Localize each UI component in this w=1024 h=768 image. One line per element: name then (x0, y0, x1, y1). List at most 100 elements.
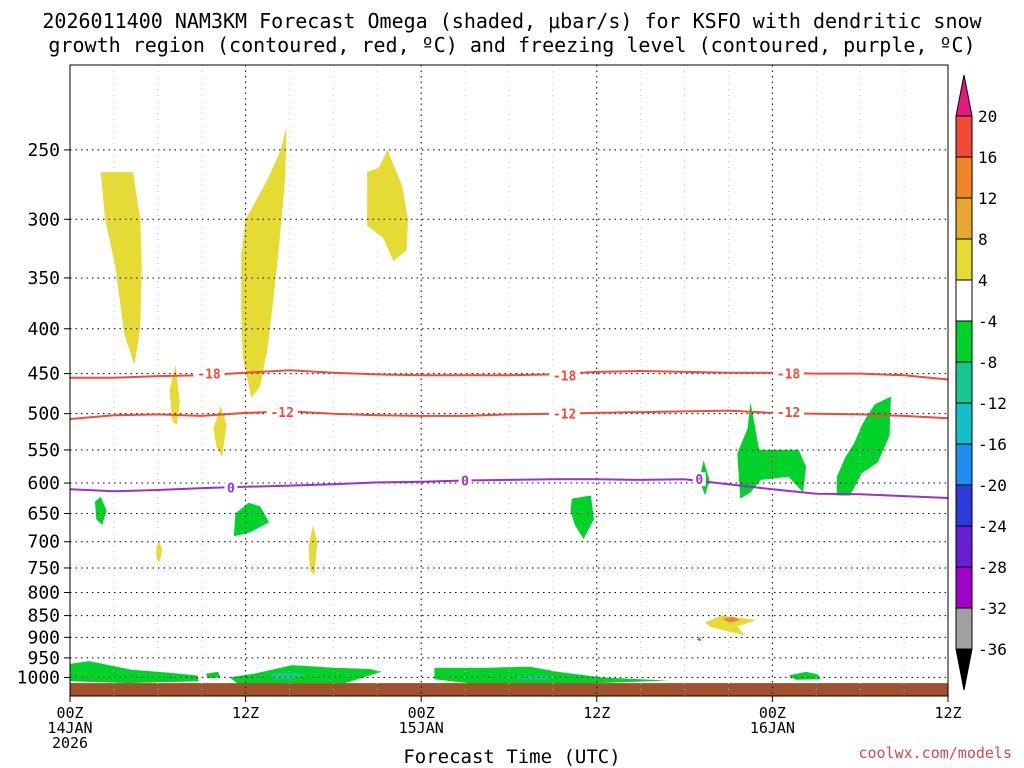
omega-region-18 (434, 666, 669, 685)
contour-label-8: 0 (695, 473, 703, 488)
colorbar-band-1 (955, 115, 973, 158)
colorbar-label-3: 8 (978, 230, 988, 249)
colorbar-band-10 (955, 484, 973, 527)
axes-layer: 2503003504004505005506006507007508008509… (17, 64, 962, 752)
colorbar-label-11: -28 (978, 558, 1007, 577)
colorbar-label-5: -4 (978, 312, 997, 331)
colorbar-label-7: -12 (978, 394, 1007, 413)
x-tick-label-48-0: 00Z (759, 704, 786, 722)
y-tick-label-450: 450 (27, 364, 60, 385)
contour-label-bg-2 (772, 366, 804, 381)
colorbar-label-1: 16 (978, 148, 997, 167)
omega-region-4 (213, 406, 227, 457)
y-tick-label-550: 550 (27, 440, 60, 461)
omega-region-20 (696, 637, 701, 642)
x-tick-label-24-0: 00Z (408, 704, 435, 722)
omega-region-19 (788, 671, 821, 680)
plot-frame (69, 64, 949, 697)
x-tick-label-12-0: 12Z (232, 704, 259, 722)
colorbar: 20 16 12 8 4 -4 -8 -12 -16 -20 -24 -28 -32 -36 (955, 74, 1007, 691)
contour-label-bg-7 (458, 473, 472, 488)
y-tick-label-500: 500 (27, 404, 60, 425)
colorbar-band-bottom (955, 648, 973, 691)
colorbar-band-top (955, 74, 973, 117)
omega-region-7 (705, 615, 757, 636)
colorbar-label-8: -16 (978, 435, 1007, 454)
y-tick-label-750: 750 (27, 558, 60, 579)
chart-title-line-1: 2026011400 NAM3KM Forecast Omega (shaded… (42, 9, 982, 33)
y-tick-label-800: 800 (27, 583, 60, 604)
colorbar-band-3 (955, 197, 973, 240)
colorbar-label-2: 12 (978, 189, 997, 208)
colorbar-label-10: -24 (978, 517, 1007, 536)
contour-label-bg-8 (692, 472, 706, 487)
contour-label-bg-1 (549, 368, 581, 383)
colorbar-band-11 (955, 525, 973, 568)
omega-region-10 (233, 502, 269, 537)
contour-layer: -18 -18 -18 -12 -12 -12 0 0 0 (70, 366, 948, 499)
contour-label-2: -18 (777, 368, 801, 383)
omega-region-5 (308, 525, 318, 576)
y-tick-label-400: 400 (27, 319, 60, 340)
omega-region-13 (737, 402, 807, 499)
omega-region-22 (516, 675, 556, 680)
colorbar-band-13 (955, 607, 973, 650)
colorbar-label-6: -8 (978, 353, 997, 372)
colorbar-band-8 (955, 402, 973, 445)
y-tick-label-950: 950 (27, 648, 60, 669)
omega-region-0 (100, 172, 142, 365)
colorbar-band-9 (955, 443, 973, 486)
y-tick-label-650: 650 (27, 504, 60, 525)
y-tick-label-350: 350 (27, 268, 60, 289)
omega-region-17 (229, 665, 382, 685)
omega-region-9 (94, 496, 107, 525)
omega-region-14 (836, 396, 891, 496)
credit-text: coolwx.com/models (858, 744, 1012, 762)
contour-line--12 (70, 409, 948, 420)
contour-label-bg-0 (193, 366, 225, 381)
omega-region-8 (722, 616, 741, 623)
omega-region-11 (570, 495, 594, 539)
colorbar-label-12: -32 (978, 599, 1007, 618)
contour-label-bg-4 (549, 406, 581, 421)
omega-region-6 (156, 541, 163, 563)
colorbar-band-7 (955, 361, 973, 404)
colorbar-label-4: 4 (978, 271, 988, 290)
contour-label-1: -18 (553, 369, 577, 384)
y-tick-label-900: 900 (27, 627, 60, 648)
contour-label-bg-6 (224, 480, 238, 495)
contour-label-bg-5 (772, 405, 804, 420)
y-tick-label-250: 250 (27, 140, 60, 161)
y-tick-label-1000: 1000 (17, 667, 60, 688)
colorbar-band-2 (955, 156, 973, 199)
omega-region-2 (367, 149, 408, 262)
colorbar-label-9: -20 (978, 476, 1007, 495)
contour-label-6: 0 (227, 481, 235, 496)
omega-region-16 (206, 671, 221, 679)
x-tick-label-24-1: 15JAN (399, 719, 444, 737)
contour-label-4: -12 (553, 408, 576, 423)
colorbar-label-13: -36 (978, 640, 1007, 659)
contour-label-3: -12 (270, 406, 293, 421)
chart-title-line-2: growth region (contoured, red, ºC) and f… (48, 33, 976, 57)
x-tick-label-0-2: 2026 (52, 734, 88, 752)
colorbar-band-4 (955, 238, 973, 281)
contour-label-0: -18 (197, 368, 221, 383)
x-tick-label-48-1: 16JAN (750, 719, 795, 737)
y-tick-label-850: 850 (27, 606, 60, 627)
y-tick-label-600: 600 (27, 473, 60, 494)
x-tick-label-0-1: 14JAN (47, 719, 92, 737)
omega-region-15 (70, 661, 199, 684)
contour-line-0 (70, 478, 948, 499)
x-tick-label-36-0: 12Z (583, 704, 610, 722)
y-tick-label-300: 300 (27, 209, 60, 230)
omega-region-3 (169, 365, 180, 425)
contour-label-5: -12 (777, 406, 800, 421)
contour-label-bg-3 (266, 405, 298, 420)
colorbar-band-6 (955, 320, 973, 363)
y-tick-label-700: 700 (27, 532, 60, 553)
colorbar-band-12 (955, 566, 973, 609)
colorbar-label-0: 20 (978, 107, 997, 126)
x-tick-label-0-0: 00Z (56, 704, 83, 722)
